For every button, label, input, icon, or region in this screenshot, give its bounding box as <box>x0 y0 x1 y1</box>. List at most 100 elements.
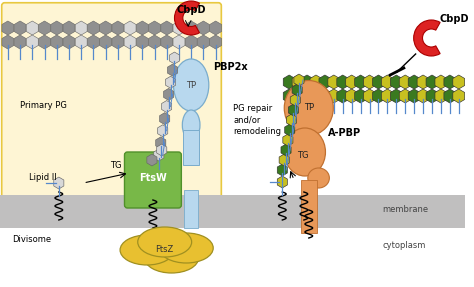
Polygon shape <box>38 35 50 49</box>
Text: membrane: membrane <box>383 205 428 214</box>
Polygon shape <box>319 75 331 89</box>
Polygon shape <box>100 35 111 49</box>
Polygon shape <box>364 75 375 89</box>
Polygon shape <box>435 75 447 89</box>
Polygon shape <box>310 75 322 89</box>
Bar <box>0 195 465 228</box>
Polygon shape <box>355 75 366 89</box>
Polygon shape <box>161 21 173 35</box>
Polygon shape <box>355 89 366 103</box>
Ellipse shape <box>182 110 200 140</box>
Polygon shape <box>292 75 304 89</box>
Polygon shape <box>319 89 331 103</box>
Polygon shape <box>63 35 75 49</box>
Polygon shape <box>444 75 456 89</box>
Polygon shape <box>154 149 164 161</box>
Polygon shape <box>14 35 26 49</box>
Polygon shape <box>408 75 420 89</box>
Polygon shape <box>444 89 456 103</box>
Text: TP: TP <box>304 104 314 113</box>
Polygon shape <box>292 84 302 96</box>
Polygon shape <box>210 35 222 49</box>
Bar <box>301 180 317 233</box>
Polygon shape <box>364 89 375 103</box>
Polygon shape <box>169 52 180 64</box>
Text: Primary PG: Primary PG <box>19 100 66 110</box>
Polygon shape <box>210 21 222 35</box>
Polygon shape <box>88 21 100 35</box>
Text: TG: TG <box>110 160 121 170</box>
Polygon shape <box>75 35 87 49</box>
Polygon shape <box>173 35 185 49</box>
Polygon shape <box>88 35 100 49</box>
Polygon shape <box>162 100 172 113</box>
Text: Divisome: Divisome <box>12 236 51 245</box>
Polygon shape <box>301 75 313 89</box>
Polygon shape <box>453 75 465 89</box>
FancyBboxPatch shape <box>125 152 182 208</box>
Polygon shape <box>148 21 161 35</box>
Ellipse shape <box>173 59 209 111</box>
Text: TG: TG <box>297 150 309 160</box>
Polygon shape <box>283 134 293 146</box>
Polygon shape <box>156 137 166 149</box>
Polygon shape <box>391 75 402 89</box>
Wedge shape <box>174 1 200 35</box>
Polygon shape <box>426 89 438 103</box>
Ellipse shape <box>120 235 174 265</box>
Text: cytoplasm: cytoplasm <box>383 241 426 249</box>
Polygon shape <box>198 35 210 49</box>
Polygon shape <box>417 75 429 89</box>
Polygon shape <box>2 35 14 49</box>
Polygon shape <box>2 21 14 35</box>
Polygon shape <box>399 89 411 103</box>
Polygon shape <box>346 89 357 103</box>
Polygon shape <box>337 89 349 103</box>
Polygon shape <box>63 21 75 35</box>
Wedge shape <box>414 20 440 56</box>
Polygon shape <box>382 75 393 89</box>
Polygon shape <box>337 75 349 89</box>
Polygon shape <box>294 74 304 86</box>
Polygon shape <box>124 35 136 49</box>
Polygon shape <box>373 89 384 103</box>
Bar <box>183 130 199 165</box>
Polygon shape <box>75 21 87 35</box>
Polygon shape <box>185 35 197 49</box>
Polygon shape <box>283 89 295 103</box>
Text: FtsW: FtsW <box>139 173 167 183</box>
Polygon shape <box>281 144 291 156</box>
Polygon shape <box>283 75 295 89</box>
Ellipse shape <box>145 243 199 273</box>
Polygon shape <box>288 104 299 116</box>
Polygon shape <box>147 154 157 166</box>
Polygon shape <box>148 35 161 49</box>
Polygon shape <box>124 21 136 35</box>
Polygon shape <box>112 35 124 49</box>
Polygon shape <box>453 89 465 103</box>
FancyBboxPatch shape <box>2 3 221 215</box>
Polygon shape <box>27 21 38 35</box>
Text: CbpD: CbpD <box>439 14 469 24</box>
Ellipse shape <box>308 168 329 188</box>
Polygon shape <box>290 94 301 106</box>
Polygon shape <box>158 125 168 137</box>
Polygon shape <box>399 75 411 89</box>
Text: PG repair
and/or
remodeling: PG repair and/or remodeling <box>233 104 281 135</box>
Polygon shape <box>165 76 176 88</box>
Polygon shape <box>279 154 289 166</box>
Polygon shape <box>38 21 50 35</box>
Polygon shape <box>301 89 313 103</box>
Polygon shape <box>51 21 63 35</box>
Polygon shape <box>310 89 322 103</box>
Polygon shape <box>157 144 167 156</box>
Polygon shape <box>328 75 340 89</box>
Polygon shape <box>292 89 304 103</box>
Polygon shape <box>198 21 210 35</box>
Polygon shape <box>51 35 63 49</box>
Polygon shape <box>185 21 197 35</box>
Polygon shape <box>14 21 26 35</box>
Polygon shape <box>137 21 148 35</box>
Polygon shape <box>160 113 170 125</box>
Polygon shape <box>417 89 429 103</box>
